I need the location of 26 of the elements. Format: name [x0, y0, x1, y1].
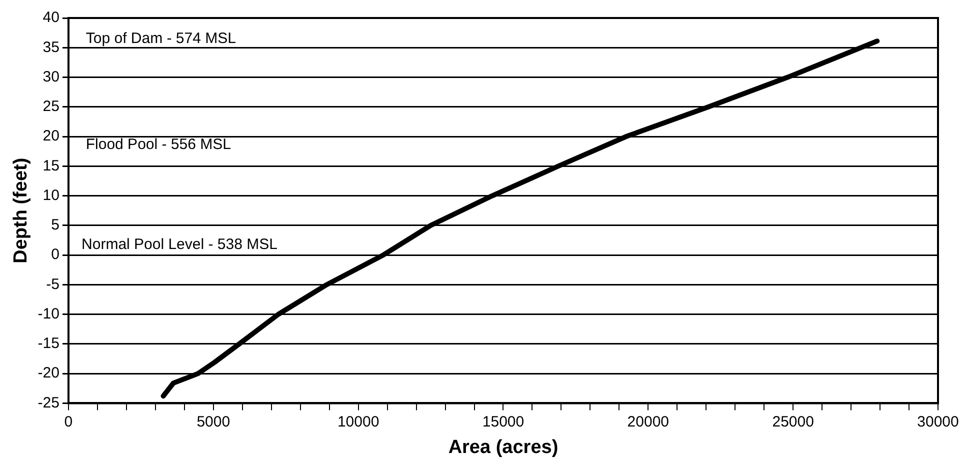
y-tick-label: -10 — [38, 305, 60, 322]
y-tick-label: 20 — [42, 128, 60, 145]
y-tick-label: 30 — [42, 68, 60, 86]
annotation: Flood Pool - 556 MSL — [86, 136, 231, 154]
annotation: Normal Pool Level - 538 MSL — [82, 236, 278, 254]
x-tick-label: 20000 — [627, 413, 670, 430]
x-axis-title: Area (acres) — [448, 436, 558, 458]
x-tick-label: 15000 — [482, 413, 524, 430]
y-axis-title: Depth (feet) — [10, 158, 32, 264]
y-tick-label: 35 — [42, 38, 60, 56]
x-tick-label: 25000 — [772, 413, 814, 430]
x-tick-label: 0 — [64, 413, 73, 430]
x-tick-label: 10000 — [337, 413, 380, 430]
y-tick-label: -15 — [38, 335, 60, 352]
y-tick-label: 15 — [42, 157, 60, 174]
annotation: Top of Dam - 574 MSL — [86, 30, 236, 48]
x-tick-label: 30000 — [917, 413, 959, 430]
y-tick-label: 0 — [51, 246, 60, 264]
y-tick-label: -20 — [38, 364, 60, 382]
y-tick-label: 5 — [51, 216, 60, 234]
y-tick-label: 10 — [42, 186, 60, 204]
y-tick-label: 25 — [42, 98, 60, 116]
y-tick-label: -5 — [46, 276, 60, 293]
y-tick-label: 40 — [42, 9, 60, 26]
x-tick-label: 5000 — [196, 413, 230, 430]
y-tick-label: -25 — [38, 394, 60, 412]
